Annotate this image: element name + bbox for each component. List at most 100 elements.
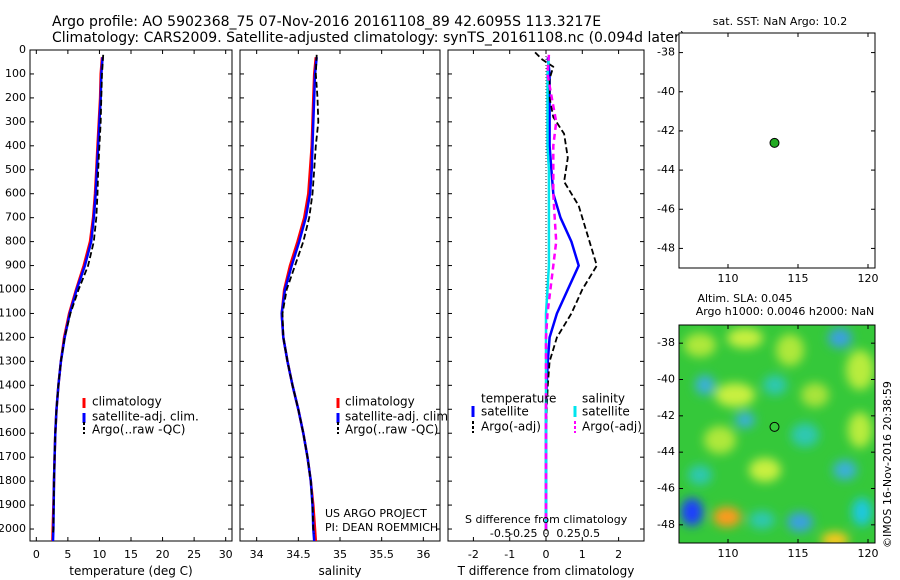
temperature-axes-frame <box>29 49 233 542</box>
map-y-tick-label: -40 <box>657 85 675 98</box>
x-tick-label: 34 <box>250 548 264 561</box>
sla-blob <box>684 333 716 357</box>
sst-map-panel: sat. SST: NaN Argo: 10.2 -38 -40 -42 -44 -46… <box>657 15 878 285</box>
temperature-xlabel: temperature (deg C) <box>69 564 192 578</box>
figure-title-line2: Climatology: CARS2009. Satellite-adjuste… <box>52 30 686 46</box>
sla-title-line2: Argo h1000: 0.0046 h2000: NaN <box>696 305 875 318</box>
temperature-panel: 0100200300400500600700800900100011001200… <box>0 43 233 578</box>
x-tick-label: 15 <box>124 548 138 561</box>
map-x-tick-label: 110 <box>718 547 739 560</box>
legend-label-t-argo: Argo(-adj) <box>481 420 541 434</box>
x-tick-label: 20 <box>156 548 170 561</box>
sla-axes-frame <box>678 324 876 544</box>
series-line-argo-raw-qc <box>52 54 105 534</box>
sla-blob <box>695 375 715 395</box>
x-tick-label: 30 <box>219 548 233 561</box>
x-tick-label: 35.5 <box>369 548 394 561</box>
temperature-profiles <box>51 54 105 541</box>
sla-blob <box>801 383 829 407</box>
series-line-salinity-satellite <box>544 57 551 529</box>
x-tick-label: 10 <box>92 548 106 561</box>
sla-blob <box>791 423 819 447</box>
sla-blob <box>715 383 755 407</box>
depth-tick-label: 900 <box>5 259 26 272</box>
sla-map-panel: Altim. SLA: 0.045 Argo h1000: 0.0046 h20… <box>657 292 878 560</box>
legend-label-satellite: satellite-adj. clim. <box>345 410 452 424</box>
legend-label-satellite: satellite-adj. clim. <box>92 410 199 424</box>
sla-blob <box>852 498 872 526</box>
sla-heatmap <box>679 325 875 543</box>
map-x-tick-label: 120 <box>858 272 879 285</box>
sla-blob <box>828 328 852 348</box>
salinity-xlabel: salinity <box>318 564 361 578</box>
map-y-tick-label: -48 <box>657 241 675 254</box>
map-y-tick-label: -48 <box>657 518 675 531</box>
map-y-tick-label: -42 <box>657 124 675 137</box>
x-tick-label-s: 0.5 <box>583 527 601 540</box>
pi-annotation: PI: DEAN ROEMMICH <box>325 521 438 534</box>
sla-blob <box>846 350 874 390</box>
legend-label-t-satellite: satellite <box>481 405 529 419</box>
difference-t-xlabel: T difference from climatology <box>457 564 635 578</box>
difference-profiles <box>534 50 598 541</box>
depth-tick-label: 1000 <box>0 283 26 296</box>
x-tick-label: -2 <box>468 548 479 561</box>
sla-blob <box>763 375 787 395</box>
sla-axes-ticks: -38 -40 -42 -44 -46 -48 110 115 120 <box>657 325 879 560</box>
x-tick-label-s: -0.5 <box>490 527 511 540</box>
difference-panel: -2 -1 0 1 2-0.5-0.25 0 0.25 0.5 S difference fr… <box>447 49 645 578</box>
sla-blob <box>833 460 857 480</box>
map-x-tick-label: 115 <box>788 272 809 285</box>
map-x-tick-label: 110 <box>718 272 739 285</box>
figure-title-line1: Argo profile: AO 5902368_75 07-Nov-2016 … <box>52 14 602 30</box>
legend-label-argo: Argo(..raw -QC) <box>345 423 438 437</box>
depth-tick-label: 1700 <box>0 450 26 463</box>
argo-position-marker <box>769 421 780 432</box>
sst-axes-frame <box>678 32 876 269</box>
map-y-tick-label: -40 <box>657 373 675 386</box>
x-tick-label-s: -0.25 <box>509 527 537 540</box>
legend-label-climatology: climatology <box>345 395 415 409</box>
sla-blob <box>681 498 703 526</box>
sla-blob <box>727 328 763 348</box>
depth-tick-label: 0 <box>19 43 26 56</box>
depth-axis: 0 100 200 300 400 500 600 700 800 900 1000 1100 1200… <box>0 43 232 535</box>
map-y-tick-label: -46 <box>657 202 675 215</box>
sla-title-line1: Altim. SLA: 0.045 <box>697 292 792 305</box>
salinity-depth-ticks <box>240 49 440 530</box>
map-y-tick-label: -44 <box>657 163 675 176</box>
depth-tick-label: 700 <box>5 211 26 224</box>
depth-tick-label: 1900 <box>0 498 26 511</box>
sla-blob <box>848 412 872 448</box>
x-tick-label: 25 <box>187 548 201 561</box>
depth-tick-label: 1100 <box>0 306 26 319</box>
depth-tick-label: 1800 <box>0 474 26 487</box>
sla-blob <box>749 511 775 529</box>
depth-tick-label: 800 <box>5 235 26 248</box>
depth-tick-label: 1500 <box>0 402 26 415</box>
temperature-legend: climatology satellite-adj. clim. Argo(..… <box>82 395 199 437</box>
difference-legend: temperature salinity satellite Argo(-adj… <box>471 392 642 434</box>
depth-tick-label: 1600 <box>0 426 26 439</box>
depth-tick-label: 1300 <box>0 354 26 367</box>
sla-blob <box>749 458 781 482</box>
salinity-panel: 34 34.5 35 35.5 36 salinity climatology sate… <box>239 49 452 578</box>
depth-tick-label: 200 <box>5 91 26 104</box>
argo-position-marker <box>769 137 780 148</box>
depth-tick-label: 100 <box>5 67 26 80</box>
legend-label-climatology: climatology <box>92 395 162 409</box>
sla-blob <box>688 465 712 485</box>
depth-tick-label: 1200 <box>0 330 26 343</box>
legend-title-salinity: salinity <box>582 392 625 406</box>
x-tick-label: 36 <box>416 548 430 561</box>
x-tick-label: 5 <box>64 548 71 561</box>
x-tick-label: -1 <box>504 548 515 561</box>
x-tick-label: 0 <box>33 548 40 561</box>
x-tick-label: 2 <box>615 548 622 561</box>
salinity-axes-frame <box>239 49 441 542</box>
difference-x-axis: -2 -1 0 1 2-0.5-0.25 0 0.25 0.5 <box>468 50 622 561</box>
map-y-tick-label: -44 <box>657 445 675 458</box>
salinity-profiles <box>280 54 320 541</box>
map-y-tick-label: -46 <box>657 482 675 495</box>
